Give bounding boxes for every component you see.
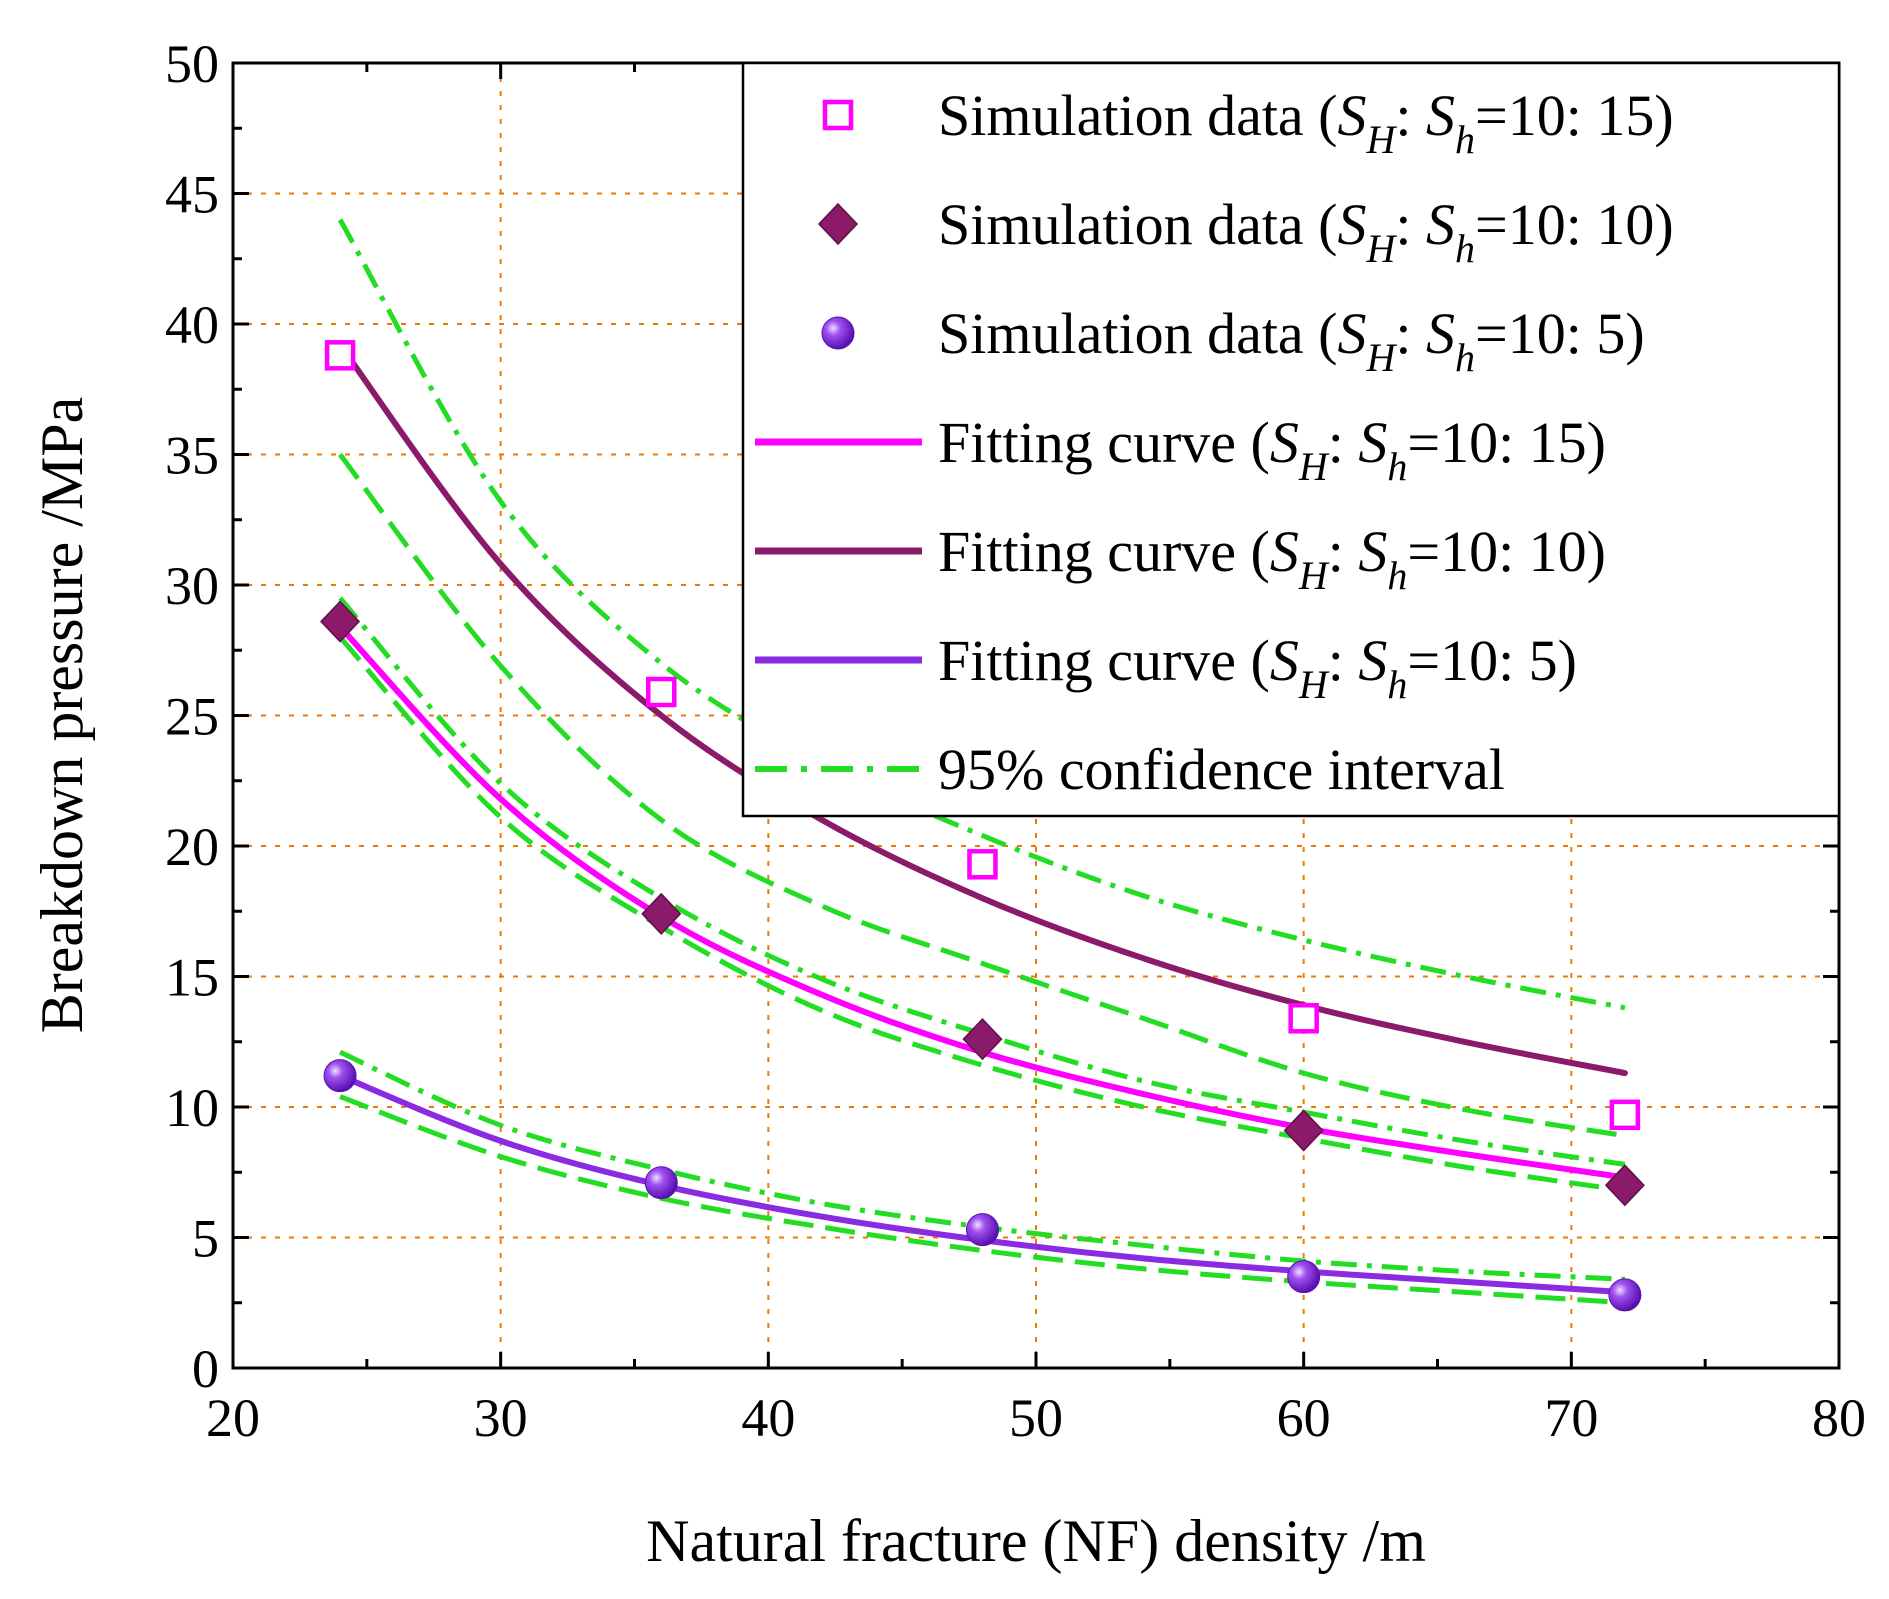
legend-label: Simulation data (SH: Sh=10: 10) xyxy=(938,192,1674,271)
data-point xyxy=(320,600,361,643)
legend-label: 95% confidence interval xyxy=(938,737,1505,802)
legend-label: Simulation data (SH: Sh=10: 15) xyxy=(938,83,1674,162)
y-tick-label: 20 xyxy=(165,817,219,877)
x-axis-title: Natural fracture (NF) density /m xyxy=(646,1508,1426,1574)
data-point xyxy=(1288,1003,1319,1034)
legend-entry: 95% confidence interval xyxy=(755,737,1505,802)
legend-entry: Fitting curve (SH: Sh=10: 5) xyxy=(755,628,1577,707)
fitting-curve-line xyxy=(337,341,1628,1077)
legend-entry: Fitting curve (SH: Sh=10: 10) xyxy=(755,519,1606,598)
legend-entry: Simulation data (SH: Sh=10: 10) xyxy=(817,192,1674,271)
legend-marker-swatch xyxy=(821,316,855,350)
x-tick-label: 50 xyxy=(1009,1388,1063,1448)
data-point xyxy=(324,340,356,371)
data-point xyxy=(644,1166,678,1200)
y-tick-label: 50 xyxy=(165,34,219,94)
legend-label: Fitting curve (SH: Sh=10: 15) xyxy=(938,410,1606,489)
data-point xyxy=(1608,1278,1642,1312)
x-tick-label: 60 xyxy=(1277,1388,1331,1448)
data-point xyxy=(1287,1260,1321,1294)
fitting-curve-line xyxy=(337,623,1628,1181)
y-tick-label: 40 xyxy=(165,295,219,355)
legend-entry: Simulation data (SH: Sh=10: 5) xyxy=(821,301,1645,380)
data-point xyxy=(323,1059,357,1093)
data-point xyxy=(641,892,682,935)
x-tick-label: 70 xyxy=(1544,1388,1598,1448)
legend-entry: Fitting curve (SH: Sh=10: 15) xyxy=(755,410,1606,489)
y-tick-label: 30 xyxy=(165,556,219,616)
data-point xyxy=(1609,1099,1641,1131)
data-point xyxy=(646,676,677,708)
confidence-upper-line xyxy=(338,596,1626,1167)
y-tick-label: 45 xyxy=(165,165,219,225)
confidence-lower-line xyxy=(338,452,1626,1139)
data-markers xyxy=(320,340,1645,1312)
legend-label: Fitting curve (SH: Sh=10: 5) xyxy=(938,628,1577,707)
legend-label: Simulation data (SH: Sh=10: 5) xyxy=(938,301,1645,380)
x-tick-label: 30 xyxy=(474,1388,528,1448)
fitting-curve-line xyxy=(337,1072,1628,1296)
legend-entry: Simulation data (SH: Sh=10: 15) xyxy=(822,83,1674,162)
y-tick-label: 15 xyxy=(165,948,219,1008)
y-tick-label: 25 xyxy=(165,687,219,747)
data-point xyxy=(965,1213,999,1247)
data-point xyxy=(1283,1109,1324,1152)
x-tick-label: 20 xyxy=(206,1388,260,1448)
y-axis-title: Breakdown pressure /MPa xyxy=(29,397,95,1034)
legend-box xyxy=(741,61,1841,818)
data-point xyxy=(962,1018,1003,1061)
legend-marker-swatch xyxy=(817,202,859,246)
legend-marker-swatch xyxy=(822,99,854,131)
x-tick-label: 80 xyxy=(1812,1388,1866,1448)
legend-label: Fitting curve (SH: Sh=10: 10) xyxy=(938,519,1606,598)
data-point xyxy=(1604,1164,1645,1207)
confidence-lower-line xyxy=(339,1094,1626,1306)
legend: Simulation data (SH: Sh=10: 15) Simulatio… xyxy=(741,61,1841,818)
data-point xyxy=(967,849,998,880)
y-tick-label: 5 xyxy=(192,1209,219,1269)
y-tick-label: 35 xyxy=(165,426,219,486)
y-tick-label: 10 xyxy=(165,1078,219,1138)
y-tick-label: 0 xyxy=(192,1339,219,1399)
confidence-lower-line xyxy=(338,635,1626,1193)
x-tick-label: 40 xyxy=(741,1388,795,1448)
